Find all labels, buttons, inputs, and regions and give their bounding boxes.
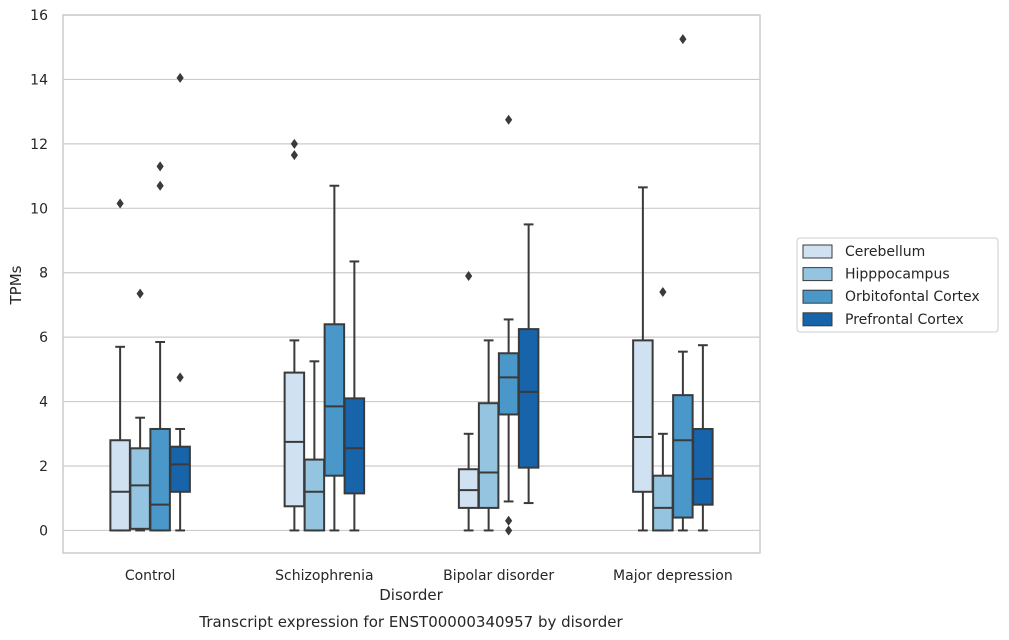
outlier-point: [505, 114, 513, 125]
outlier-point: [505, 515, 513, 526]
outlier-point: [290, 138, 298, 149]
y-tick-label: 2: [39, 459, 48, 475]
y-tick-label: 4: [39, 395, 48, 411]
outlier-point: [176, 372, 184, 383]
box-orbitofontal-cortex: [149, 427, 171, 532]
x-tick-label: Control: [125, 568, 176, 584]
legend-swatch: [802, 289, 833, 304]
y-tick-label: 12: [30, 137, 48, 153]
legend-swatch: [802, 267, 833, 282]
x-tick-label: Major depression: [613, 568, 733, 584]
legend-swatch: [802, 312, 833, 327]
x-tick-label: Bipolar disorder: [443, 568, 554, 584]
box-hipppocampus: [129, 447, 151, 530]
y-tick-label: 8: [39, 266, 48, 282]
box-cerebellum: [632, 339, 654, 493]
category-group: [283, 138, 366, 532]
box-cerebellum: [109, 439, 131, 532]
box-orbitofontal-cortex: [323, 323, 346, 477]
outlier-point: [505, 525, 513, 536]
y-tick-label: 6: [39, 330, 48, 346]
y-tick-label: 0: [39, 523, 48, 539]
outlier-point: [659, 287, 667, 298]
x-tick-labels: Control Schizophrenia Bipolar disorder Majo…: [125, 568, 733, 584]
category-group: [109, 72, 191, 532]
box-cerebellum: [283, 371, 306, 508]
box-prefrontal-cortex: [343, 397, 366, 495]
box-prefrontal-cortex: [692, 427, 714, 506]
outlier-point: [290, 150, 298, 161]
chart-caption: Transcript expression for ENST0000034095…: [198, 613, 623, 631]
y-tick-label: 14: [30, 72, 48, 88]
outlier-point: [156, 161, 164, 172]
box-cerebellum: [457, 468, 480, 509]
box-hipppocampus: [652, 474, 674, 532]
outlier-point: [156, 180, 164, 191]
box-prefrontal-cortex: [517, 328, 540, 469]
box-orbitofontal-cortex: [497, 352, 520, 416]
box-orbitofontal-cortex: [672, 394, 694, 519]
legend-label: Hipppocampus: [845, 267, 950, 283]
outlier-point: [679, 34, 687, 45]
category-group: [632, 34, 714, 532]
y-tick-label: 10: [30, 201, 48, 217]
category-group: [457, 114, 540, 536]
outlier-point: [116, 198, 124, 209]
legend-frame: [796, 237, 999, 333]
y-tick-label: 16: [30, 8, 48, 24]
outlier-point: [136, 288, 144, 299]
legend-label: Prefrontal Cortex: [845, 312, 964, 328]
legend-swatch: [802, 244, 833, 259]
box-hipppocampus: [303, 458, 326, 532]
outlier-point: [465, 270, 473, 281]
legend-label: Orbitofontal Cortex: [845, 289, 980, 305]
x-tick-label: Schizophrenia: [275, 568, 373, 584]
plot-area-frame: [62, 14, 761, 554]
legend: Cerebellum Hipppocampus Orbitofontal Corte…: [796, 237, 999, 333]
legend-label: Cerebellum: [845, 244, 925, 260]
y-tick-labels: 0 2 4 6 8 10 12 14 16: [30, 8, 48, 539]
box-prefrontal-cortex: [169, 445, 191, 493]
box-hipppocampus: [477, 402, 500, 509]
outlier-point: [176, 72, 184, 83]
x-axis-title: Disorder: [379, 586, 443, 604]
y-axis-title: TPMs: [7, 265, 25, 305]
box-groups: [109, 34, 714, 536]
